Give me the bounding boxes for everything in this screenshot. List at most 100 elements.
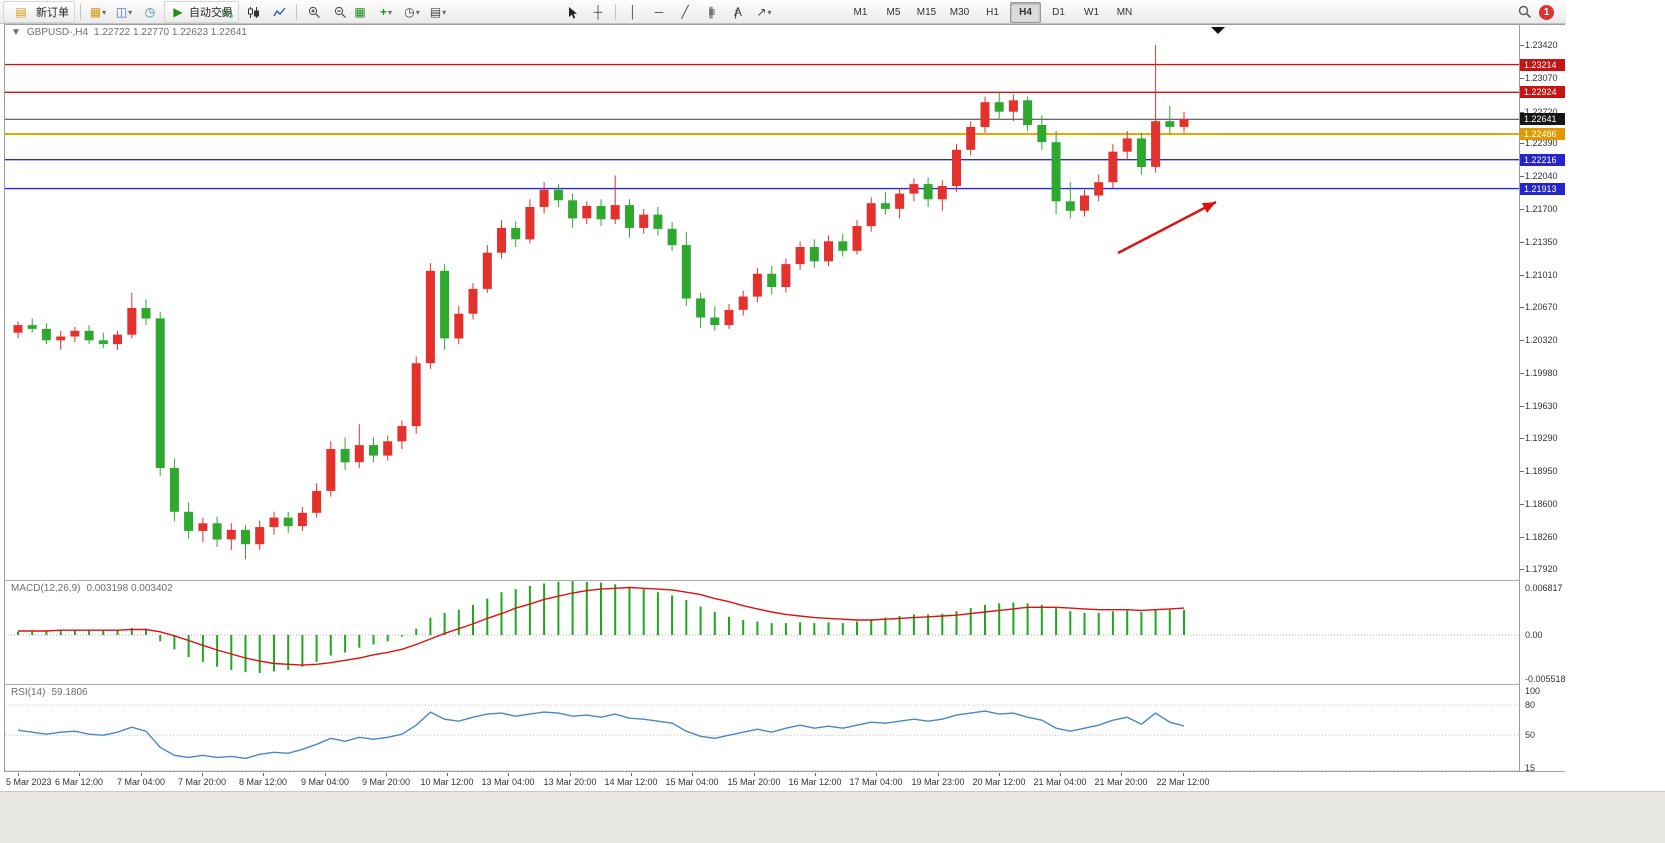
axis-tick xyxy=(1520,340,1524,341)
new-order-label: 新订单 xyxy=(36,7,69,19)
axis-tick xyxy=(1520,112,1524,113)
notification-badge[interactable]: 1 xyxy=(1539,4,1554,20)
price-axis-label: 1.18950 xyxy=(1525,465,1558,476)
time-tick xyxy=(141,773,142,776)
horizontal-line-icon[interactable]: ─ xyxy=(654,5,664,19)
candlestick-glyph xyxy=(247,6,259,18)
timeframe-m15-button[interactable]: M15 xyxy=(916,6,937,18)
toolbar-group-right: 1 xyxy=(1513,1,1554,23)
macd-histogram xyxy=(17,581,1185,673)
price-tag-label: 1.22924 xyxy=(1520,86,1565,98)
templates-icon[interactable]: ▤ ▾ xyxy=(429,5,447,19)
time-axis-label: 22 Mar 12:00 xyxy=(1156,777,1210,787)
arrow-annotation[interactable] xyxy=(1117,200,1217,255)
new-chart-icon[interactable]: ▦ ▾ xyxy=(89,5,107,19)
vertical-line-icon[interactable]: │ xyxy=(629,5,637,19)
chart-header: ▼ GBPUSD-,H4 1.22722 1.22770 1.22623 1.226… xyxy=(11,27,247,38)
bar-chart-icon[interactable] xyxy=(215,1,239,23)
time-axis[interactable]: 5 Mar 2023 6 Mar 12:00 7 Mar 04:00 7 Mar 20… xyxy=(4,773,1565,790)
time-axis-label: 9 Mar 04:00 xyxy=(300,777,350,787)
time-tick xyxy=(938,773,939,776)
price-axis-label: 1.19980 xyxy=(1525,367,1558,378)
zoom-in-icon[interactable] xyxy=(302,1,326,23)
time-axis-label: 16 Mar 12:00 xyxy=(788,777,842,787)
text-icon[interactable]: A xyxy=(733,5,742,19)
chevron-down-icon: ▾ xyxy=(767,7,772,17)
axis-tick xyxy=(1520,569,1524,570)
price-axis-label: 1.19290 xyxy=(1525,433,1558,444)
price-axis-label: 1.23070 xyxy=(1525,73,1558,84)
time-tick xyxy=(1060,773,1061,776)
price-chart-canvas[interactable] xyxy=(5,25,1519,579)
cursor-icon[interactable] xyxy=(560,1,584,23)
axis-tick xyxy=(1520,45,1524,46)
zoom-out-icon[interactable] xyxy=(328,1,352,23)
crosshair-icon[interactable]: ┼ xyxy=(593,5,603,19)
trendline-icon[interactable]: ╱ xyxy=(681,5,689,19)
price-panel: ▼ GBPUSD-,H4 1.22722 1.22770 1.22623 1.226… xyxy=(5,25,1519,579)
fibonacci-icon[interactable]: ƒ xyxy=(733,5,741,19)
profiles-icon[interactable]: ◫ ▾ xyxy=(115,5,133,19)
price-axis[interactable]: 1.23420 1.23070 1.22720 1.22390 1.22040 1.217… xyxy=(1519,25,1566,773)
time-axis-label: 21 Mar 20:00 xyxy=(1094,777,1148,787)
search-icon[interactable] xyxy=(1513,1,1537,23)
play-icon: ▶ xyxy=(173,5,183,19)
time-tick xyxy=(815,773,816,776)
time-tick xyxy=(447,773,448,776)
hlines-layer xyxy=(5,63,1519,190)
time-tick xyxy=(1183,773,1184,776)
line-chart-icon[interactable] xyxy=(267,1,291,23)
rsi-chart-canvas[interactable] xyxy=(5,685,1519,771)
data-window-icon[interactable]: ◷ xyxy=(144,5,156,19)
time-tick xyxy=(325,773,326,776)
high-marker-icon[interactable] xyxy=(1211,27,1225,34)
channel-icon[interactable]: ∥ xyxy=(708,5,714,19)
axis-tick xyxy=(1520,78,1524,79)
axis-tick xyxy=(1520,209,1524,210)
time-axis-label: 5 Mar 2023 xyxy=(6,777,52,787)
indicators-icon[interactable]: + ▾ xyxy=(379,5,393,19)
timeframe-m30-button[interactable]: M30 xyxy=(949,6,970,18)
search-glyph xyxy=(1518,5,1531,18)
axis-tick xyxy=(1520,438,1524,439)
chart-menu-arrow-icon[interactable]: ▼ xyxy=(11,27,21,38)
shapes-icon[interactable]: ≡ xyxy=(708,5,716,19)
rsi-value: 59.1806 xyxy=(51,687,88,698)
new-order-button[interactable]: ▤ 新订单 xyxy=(3,1,75,23)
rsi-panel: RSI(14) 59.1806 xyxy=(5,684,1519,772)
candlestick-chart-icon[interactable] xyxy=(241,1,265,23)
timeframe-m5-button[interactable]: M5 xyxy=(886,6,901,18)
time-axis-label: 10 Mar 12:00 xyxy=(420,777,474,787)
price-axis-label: 1.17920 xyxy=(1525,563,1558,574)
chart-symbol-label: GBPUSD-,H4 xyxy=(26,27,89,38)
timeframe-h1-button[interactable]: H1 xyxy=(986,6,999,18)
toolbar-group-main: ▤ 新订单 ▦ ▾ ◫ ▾ ◷ ▶ 自动交易 xyxy=(3,1,239,23)
macd-chart-canvas[interactable] xyxy=(5,581,1519,683)
tile-windows-icon[interactable]: ▦ xyxy=(354,5,366,19)
timeframe-w1-button[interactable]: W1 xyxy=(1084,6,1099,18)
timeframe-m1-button[interactable]: M1 xyxy=(853,6,868,18)
axis-tick xyxy=(1520,176,1524,177)
arrows-tool-icon[interactable]: ↗ ▾ xyxy=(756,5,772,19)
timeframe-h4-button[interactable]: H4 xyxy=(1010,1,1041,23)
toolbar-group-window-tools: ▦ + ▾ ◷ ▾ ▤ ▾ xyxy=(348,1,450,23)
time-axis-label: 13 Mar 04:00 xyxy=(481,777,535,787)
time-tick xyxy=(570,773,571,776)
separator xyxy=(80,4,81,20)
rsi-axis-label: 80 xyxy=(1525,700,1536,711)
macd-header: MACD(12,26,9) 0.003198 0.003402 xyxy=(11,583,173,594)
timeframe-d1-button[interactable]: D1 xyxy=(1052,6,1065,18)
timeframe-group: M1 M5 M15 M30 H1 H4 D1 W1 MN xyxy=(845,1,1140,23)
chevron-down-icon: ▾ xyxy=(415,7,420,17)
cursor-glyph xyxy=(568,6,577,19)
candles-layer xyxy=(13,45,1189,560)
bar-chart-glyph xyxy=(221,6,233,18)
price-tag-label: 1.21913 xyxy=(1520,183,1565,195)
periods-icon[interactable]: ◷ ▾ xyxy=(404,5,420,19)
price-axis-label: 1.21350 xyxy=(1525,237,1558,248)
timeframe-mn-button[interactable]: MN xyxy=(1116,6,1133,18)
macd-main-value: 0.003198 xyxy=(86,583,129,594)
time-axis-label: 9 Mar 20:00 xyxy=(361,777,411,787)
time-tick xyxy=(631,773,632,776)
